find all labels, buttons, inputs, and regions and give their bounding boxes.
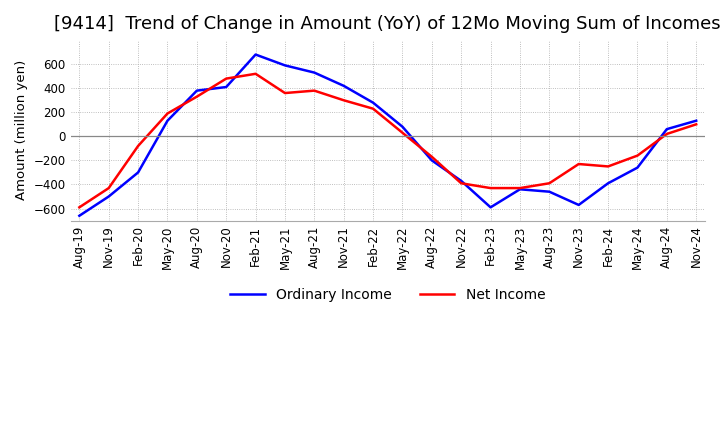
Net Income [428,154,436,159]
Ordinary Income [134,170,143,175]
Net Income [369,106,377,111]
Net Income [516,185,524,191]
Ordinary Income [310,70,319,75]
Net Income [457,181,466,186]
Ordinary Income [222,84,230,90]
Ordinary Income [369,100,377,105]
Ordinary Income [516,187,524,192]
Line: Ordinary Income: Ordinary Income [79,55,696,216]
Net Income [75,205,84,210]
Ordinary Income [104,194,113,199]
Ordinary Income [281,63,289,68]
Ordinary Income [428,158,436,163]
Net Income [662,131,671,136]
Net Income [545,181,554,186]
Net Income [251,71,260,77]
Net Income [163,111,172,116]
Line: Net Income: Net Income [79,74,696,207]
Y-axis label: Amount (million yen): Amount (million yen) [15,60,28,201]
Ordinary Income [457,178,466,183]
Ordinary Income [545,189,554,194]
Net Income [575,161,583,167]
Net Income [104,185,113,191]
Ordinary Income [662,126,671,132]
Ordinary Income [163,118,172,123]
Net Income [604,164,613,169]
Net Income [633,153,642,158]
Ordinary Income [398,124,407,129]
Net Income [486,185,495,191]
Net Income [398,130,407,136]
Ordinary Income [633,165,642,170]
Ordinary Income [339,83,348,88]
Title: [9414]  Trend of Change in Amount (YoY) of 12Mo Moving Sum of Incomes: [9414] Trend of Change in Amount (YoY) o… [55,15,720,33]
Net Income [281,90,289,95]
Net Income [192,94,201,99]
Net Income [310,88,319,93]
Ordinary Income [192,88,201,93]
Ordinary Income [75,213,84,218]
Net Income [692,122,701,127]
Ordinary Income [251,52,260,57]
Net Income [134,143,143,149]
Ordinary Income [604,181,613,186]
Legend: Ordinary Income, Net Income: Ordinary Income, Net Income [225,282,551,308]
Ordinary Income [575,202,583,208]
Ordinary Income [486,205,495,210]
Ordinary Income [692,118,701,123]
Net Income [222,76,230,81]
Net Income [339,98,348,103]
